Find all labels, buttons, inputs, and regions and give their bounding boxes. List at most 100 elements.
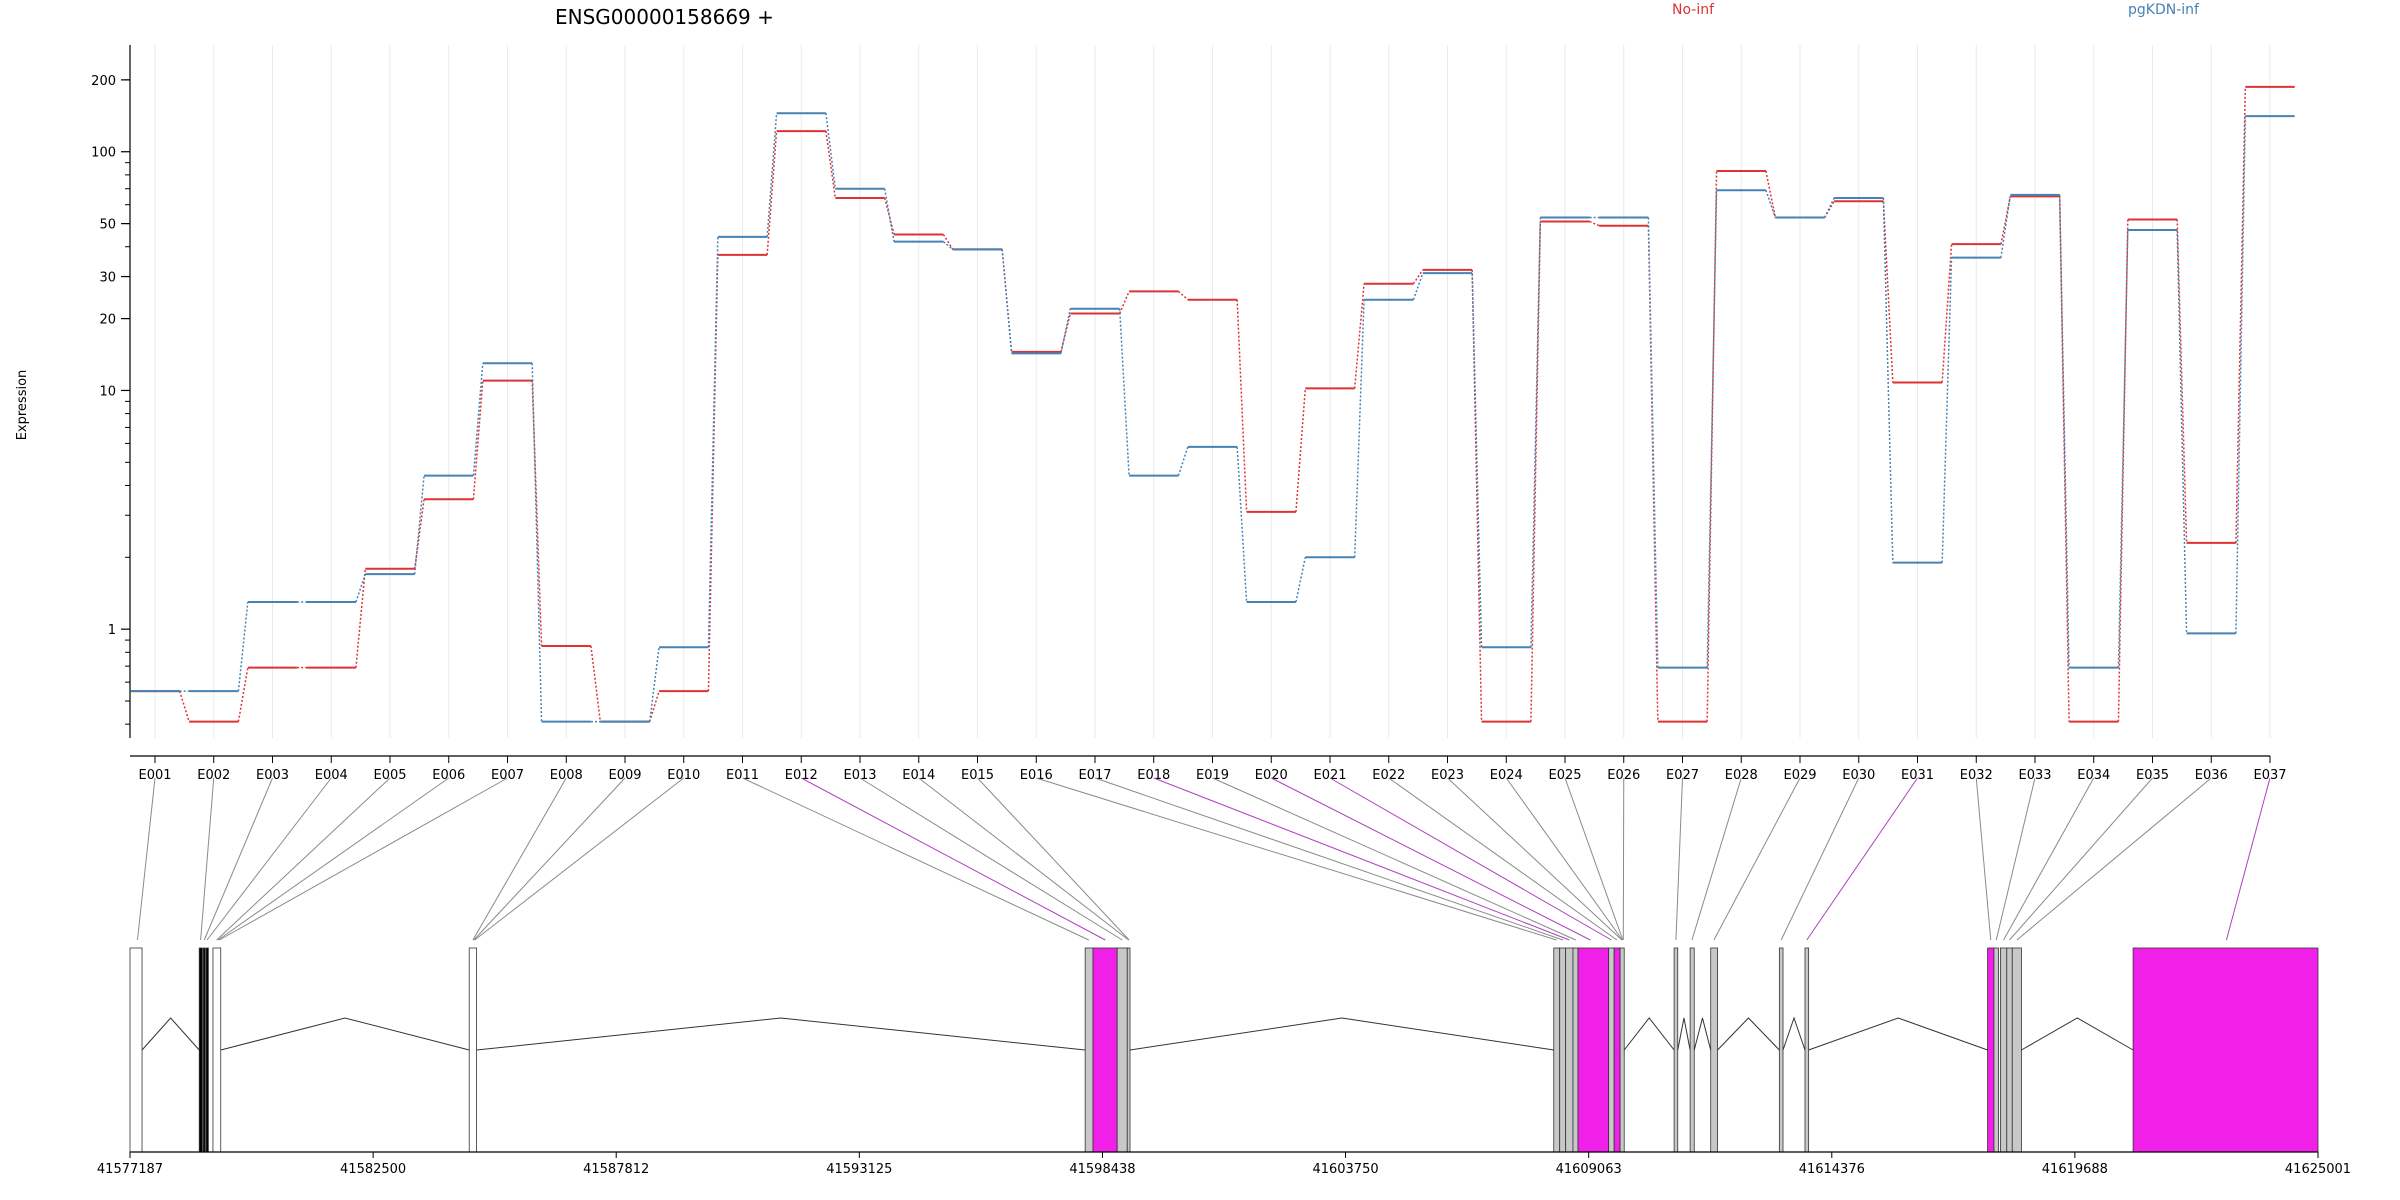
series-connector: [1823, 197, 1835, 218]
exon-box: [1559, 947, 1567, 1153]
series-connector: [1118, 291, 1130, 314]
series-connector: [766, 113, 778, 237]
series-connector: [1471, 269, 1483, 722]
series-connector: [2176, 219, 2188, 543]
x-tick-label: E033: [2018, 768, 2051, 783]
x-tick-label: E032: [1960, 768, 1993, 783]
intron-line: [1717, 1017, 1780, 1051]
exon-box: [2011, 947, 2022, 1153]
exon-connector: [2009, 777, 2153, 941]
y-axis-label: Expression: [15, 370, 30, 441]
series-layer: [130, 85, 2295, 723]
series-connector: [1118, 308, 1130, 476]
series-connector: [472, 380, 484, 500]
y-tick-label: 10: [99, 384, 116, 399]
series-connector: [531, 363, 543, 722]
series-connector: [2000, 196, 2012, 245]
x-tick-label: E004: [315, 768, 348, 783]
series-connector: [883, 197, 895, 235]
intron-line: [1129, 1017, 1554, 1051]
x-tick-label: E010: [667, 768, 700, 783]
exon-connector: [1975, 777, 1992, 941]
series-connector: [1647, 225, 1659, 722]
series-connector: [1882, 197, 1894, 563]
series-connector: [1412, 272, 1424, 300]
x-tick-label: E030: [1842, 768, 1875, 783]
series-connector: [942, 234, 954, 250]
series-connector: [355, 568, 367, 668]
x-tick-label: E019: [1196, 768, 1229, 783]
exon-connector: [206, 777, 332, 941]
x-tick-label: E017: [1078, 768, 1111, 783]
y-tick-label: 200: [91, 74, 116, 89]
exon-box: [1987, 947, 1995, 1153]
legend-pgkdn-inf: pgKDN-inf: [2128, 2, 2200, 18]
x-tick-label: E021: [1313, 768, 1346, 783]
exon-box: [1553, 947, 1561, 1153]
series-connector: [1353, 283, 1365, 389]
exon-box: [1572, 947, 1579, 1153]
series-connector: [237, 601, 249, 692]
exon-box: [1778, 947, 1784, 1153]
series-connector: [1765, 189, 1777, 218]
y-axis: 1 10 20 30 50 100 200: [91, 45, 131, 738]
x-tick-label: E008: [550, 768, 583, 783]
x-axis: E001 E002 E003 E004 E005 E006 E007 E008 E009 E010…: [130, 755, 2287, 783]
x-tick-label: E007: [491, 768, 524, 783]
genome-tick-label: 41587812: [583, 1162, 649, 1177]
series-connector: [2117, 229, 2129, 668]
intron-line: [2021, 1017, 2134, 1051]
series-connector: [707, 236, 719, 648]
exon-box: [1092, 947, 1118, 1153]
exon-connector: [474, 777, 685, 941]
genome-tick-label: 41609063: [1556, 1162, 1622, 1177]
exon-connector: [217, 777, 450, 941]
series-connector: [355, 573, 367, 603]
exon-connector: [1505, 777, 1623, 941]
series-connector: [825, 131, 837, 199]
x-tick-label: E015: [961, 768, 994, 783]
exon-connector: [216, 777, 391, 941]
x-tick-label: E013: [843, 768, 876, 783]
exon-box: [1619, 947, 1625, 1153]
exon-connector: [200, 777, 215, 941]
series-connector: [237, 667, 249, 722]
series-No-inf: [130, 85, 2295, 723]
exon-connector: [1153, 777, 1570, 941]
series-connector: [648, 690, 660, 722]
exon-connector: [472, 777, 567, 941]
series-connector: [707, 254, 719, 692]
exon-connector: [1271, 777, 1591, 941]
exon-connector: [1564, 777, 1624, 941]
series-connector: [413, 499, 425, 569]
series-connector: [2058, 194, 2070, 668]
x-tick-label: E026: [1607, 768, 1640, 783]
x-tick-label: E005: [373, 768, 406, 783]
exon-connector: [203, 777, 273, 941]
legend-no-inf: No-inf: [1672, 2, 1715, 18]
series-connector: [883, 188, 895, 242]
x-tick-label: E016: [1020, 768, 1053, 783]
x-tick-label: E020: [1255, 768, 1288, 783]
x-tick-label: E036: [2195, 768, 2228, 783]
grid-lines: [154, 45, 2271, 738]
x-tick-label: E025: [1548, 768, 1581, 783]
exon-box: [1613, 947, 1621, 1153]
series-connector: [2000, 194, 2012, 258]
x-tick-label: E001: [138, 768, 171, 783]
series-connector: [1941, 244, 1953, 383]
series-pgKDN-inf: [130, 112, 2295, 723]
exon-box: [198, 947, 203, 1153]
intron-line: [1677, 1017, 1691, 1051]
series-connector: [413, 475, 425, 575]
x-tick-label: E009: [608, 768, 641, 783]
x-tick-label: E006: [432, 768, 465, 783]
series-connector: [1941, 257, 1953, 563]
x-tick-label: E011: [726, 768, 759, 783]
intron-line: [141, 1017, 200, 1051]
series-connector: [1412, 269, 1424, 285]
series-connector: [1177, 290, 1189, 301]
exon-box: [202, 947, 206, 1153]
y-tick-label: 1: [108, 623, 116, 638]
